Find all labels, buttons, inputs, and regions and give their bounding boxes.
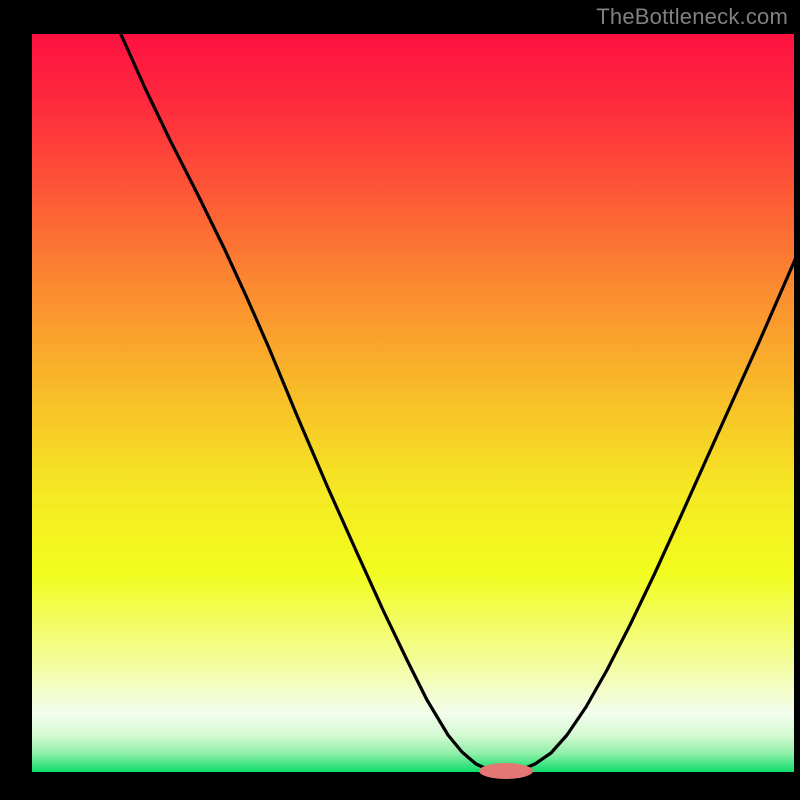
bottleneck-chart bbox=[0, 0, 800, 800]
watermark-label: TheBottleneck.com bbox=[596, 4, 788, 30]
plot-area bbox=[32, 34, 794, 772]
optimum-marker bbox=[479, 763, 533, 779]
chart-container: TheBottleneck.com bbox=[0, 0, 800, 800]
